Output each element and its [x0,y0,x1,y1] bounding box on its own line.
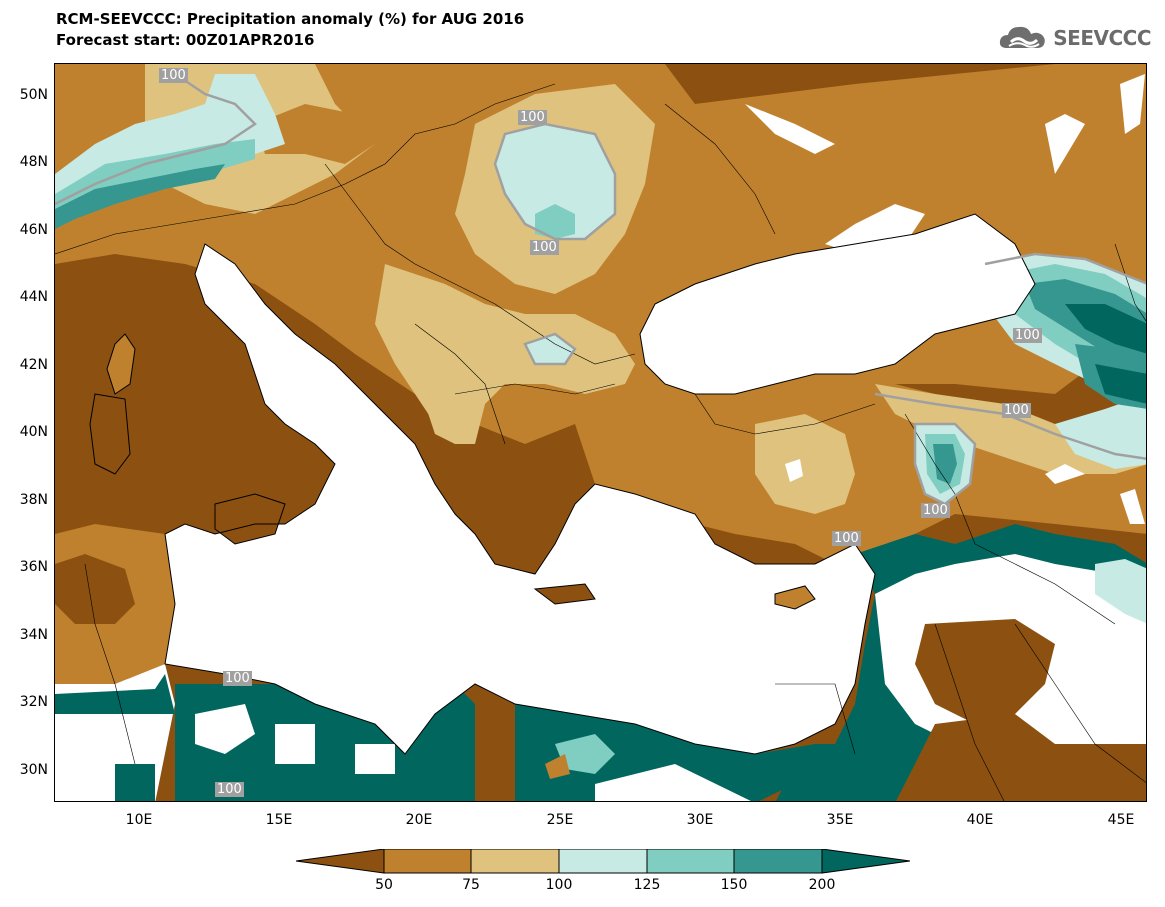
legend-swatch [733,848,823,874]
title-block: RCM-SEEVCCC: Precipitation anomaly (%) f… [56,9,524,51]
lat-label: 44N [19,289,48,305]
contour-label: 100 [223,671,252,686]
color-legend [295,848,911,879]
legend-tick: 150 [720,877,748,893]
legend-swatch [295,848,385,874]
lat-label: 42N [19,357,48,373]
legend-swatch [558,848,648,874]
lat-label: 36N [19,559,48,575]
lon-label: 45E [1107,812,1135,828]
contour-label: 100 [1002,403,1031,418]
legend-tick: 75 [462,877,480,893]
lat-label: 38N [19,492,48,508]
legend-bar [295,848,911,874]
legend-tick: 200 [808,877,836,893]
contour-label: 100 [215,782,244,797]
legend-swatch [646,848,735,874]
contour-label: 100 [1013,328,1042,343]
lat-label: 46N [19,222,48,238]
lon-label: 25E [546,812,574,828]
lat-label: 30N [19,762,48,778]
legend-swatch [383,848,472,874]
lat-label: 32N [19,694,48,710]
map-panel: 100 100 100 100 100 100 100 100 100 100 [54,63,1147,802]
seevccc-logo: SEEVCCC [997,22,1151,54]
lon-label: 10E [125,812,153,828]
cloud-icon [1000,26,1046,48]
contour-label: 100 [921,503,950,518]
contour-label: 100 [832,531,861,546]
map-title: RCM-SEEVCCC: Precipitation anomaly (%) f… [56,10,525,28]
lon-label: 30E [686,812,714,828]
lon-label: 15E [265,812,293,828]
legend-tick: 50 [375,877,393,893]
contour-label: 100 [159,68,188,83]
lon-label: 40E [966,812,994,828]
lon-label: 20E [405,812,433,828]
contour-label: 100 [518,110,547,125]
forecast-start: Forecast start: 00Z01APR2016 [56,31,315,49]
lon-label: 35E [826,812,854,828]
lat-label: 40N [19,424,48,440]
legend-swatch [821,848,911,874]
logo-text: SEEVCCC [1053,26,1151,50]
lat-label: 48N [19,154,48,170]
legend-tick: 100 [545,877,573,893]
lat-label: 50N [19,87,48,103]
anomaly-map [55,64,1146,801]
contour-label: 100 [530,240,559,255]
legend-swatch [470,848,560,874]
legend-tick: 125 [633,877,661,893]
lat-label: 34N [19,627,48,643]
